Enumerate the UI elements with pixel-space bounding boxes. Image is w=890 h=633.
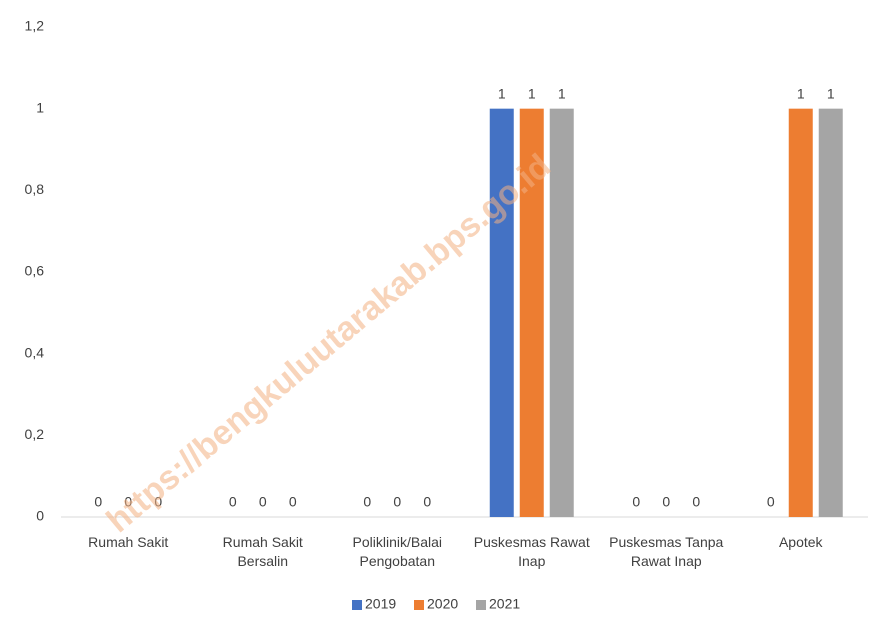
data-label: 0 bbox=[767, 494, 775, 510]
y-tick-label: 0 bbox=[36, 508, 44, 524]
data-label: 0 bbox=[662, 494, 670, 510]
y-tick-label: 0,8 bbox=[25, 181, 45, 197]
data-label: 0 bbox=[229, 494, 237, 510]
bar bbox=[489, 108, 514, 518]
y-tick-label: 0,6 bbox=[25, 263, 45, 279]
x-tick-label: Rumah Sakit bbox=[88, 534, 169, 550]
x-tick-label: Puskesmas Rawat Inap bbox=[473, 534, 590, 569]
bar bbox=[818, 108, 843, 518]
data-label: 1 bbox=[528, 85, 536, 101]
data-label: 1 bbox=[558, 85, 566, 101]
x-tick-label: Poliklinik/Balai Pengobatan bbox=[352, 534, 442, 569]
data-label: 0 bbox=[289, 494, 297, 510]
data-label: 0 bbox=[94, 494, 102, 510]
data-label: 0 bbox=[124, 494, 132, 510]
legend-label: 2020 bbox=[427, 596, 458, 612]
data-label: 0 bbox=[692, 494, 700, 510]
legend-label: 2019 bbox=[365, 596, 396, 612]
bar bbox=[519, 108, 544, 518]
bar bbox=[788, 108, 813, 518]
data-label: 0 bbox=[154, 494, 162, 510]
watermark: https://bengkuluutarakab.bps.go.id bbox=[99, 147, 558, 540]
x-tick-label: Puskesmas Tanpa Rawat Inap bbox=[609, 534, 724, 569]
x-tick-label: Apotek bbox=[778, 534, 823, 550]
y-tick-label: 0,4 bbox=[25, 344, 45, 360]
data-label: 0 bbox=[259, 494, 267, 510]
y-tick-label: 0,2 bbox=[25, 426, 45, 442]
data-label: 0 bbox=[363, 494, 371, 510]
legend-swatch bbox=[476, 600, 486, 610]
data-label: 0 bbox=[393, 494, 401, 510]
y-tick-label: 1,2 bbox=[25, 18, 45, 34]
data-label: 0 bbox=[423, 494, 431, 510]
data-label: 1 bbox=[827, 85, 835, 101]
data-label: 1 bbox=[498, 85, 506, 101]
data-label: 0 bbox=[632, 494, 640, 510]
data-label: 1 bbox=[797, 85, 805, 101]
legend-swatch bbox=[352, 600, 362, 610]
y-tick-label: 1 bbox=[36, 99, 44, 115]
legend-label: 2021 bbox=[489, 596, 520, 612]
x-tick-label: Rumah Sakit Bersalin bbox=[222, 534, 303, 569]
legend-swatch bbox=[414, 600, 424, 610]
bar bbox=[549, 108, 574, 518]
